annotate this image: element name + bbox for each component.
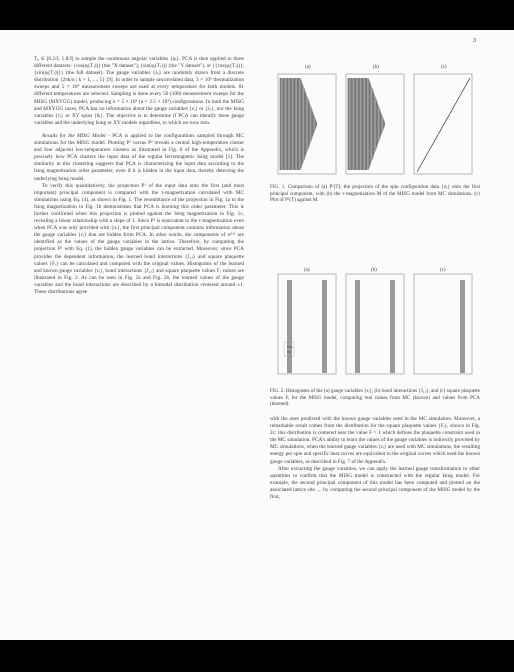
panel-label-a: (a) [304, 268, 310, 273]
magnetization-plot [347, 78, 386, 170]
panel-label-c: (c) [441, 65, 447, 70]
figure-1-panel-b: (b) [345, 65, 405, 175]
figure-1-panel-c: (c) [413, 65, 473, 175]
caption-label: FIG. 1. [270, 184, 286, 190]
caption-text: Histograms of the (a) gauge variables {ε… [270, 388, 480, 408]
histogram-bar [287, 280, 292, 373]
figure-1-panel-a: (a) [277, 65, 337, 175]
panel-label-b: (b) [373, 65, 379, 70]
histogram-bar [460, 280, 465, 373]
figure-1: (a) (b) (c) [277, 65, 473, 175]
right-column: with the ones predicted with the known g… [270, 416, 480, 501]
legend-entry: PCA [287, 345, 293, 349]
histogram-bar [390, 280, 395, 373]
legend-box [283, 341, 295, 357]
figure-2-caption: FIG. 2. Histograms of the (a) gauge vari… [270, 388, 480, 408]
paragraph: After extracting the gauge variables, we… [270, 465, 480, 501]
paragraph: T₀ ∈ [0.2/J, 1.8/J] to sample the contin… [34, 56, 245, 126]
caption-text: Comparison of (a) P¹(T), the projection … [270, 184, 481, 204]
panel-label-b: (b) [371, 268, 377, 273]
histogram-bar [322, 280, 327, 373]
paper-page: 3 T₀ ∈ [0.2/J, 1.8/J] to sample the cont… [0, 30, 514, 640]
legend-entry: MC [287, 350, 291, 354]
caption-label: FIG. 2. [270, 388, 285, 394]
linear-fit-line [416, 77, 471, 173]
figure-1-caption: FIG. 1. Comparison of (a) P¹(T), the pro… [270, 184, 480, 204]
projection-plot [279, 78, 318, 170]
figure-2-panel-c: (c) [413, 268, 473, 375]
figure-2: PCA MC (a) (b) (c) [277, 268, 473, 375]
histogram-bar [355, 280, 360, 373]
figure-2-panel-a: PCA MC (a) [277, 268, 337, 375]
section-heading: Results for the MISG Model [42, 132, 106, 139]
page-number: 3 [473, 38, 476, 44]
paragraph-text: - PCA is applied to the configurations s… [34, 132, 244, 182]
figure-2-panel-b: (b) [345, 268, 405, 375]
section-paragraph: Results for the MISG Model - PCA is appl… [34, 133, 244, 183]
left-column: T₀ ∈ [0.2/J, 1.8/J] to sample the contin… [34, 56, 244, 296]
panel-label-c: (c) [440, 268, 446, 273]
paragraph: with the ones predicted with the known g… [270, 416, 480, 465]
panel-label-a: (a) [305, 65, 311, 70]
paragraph: To verify this quantitatively, the proje… [34, 182, 244, 295]
